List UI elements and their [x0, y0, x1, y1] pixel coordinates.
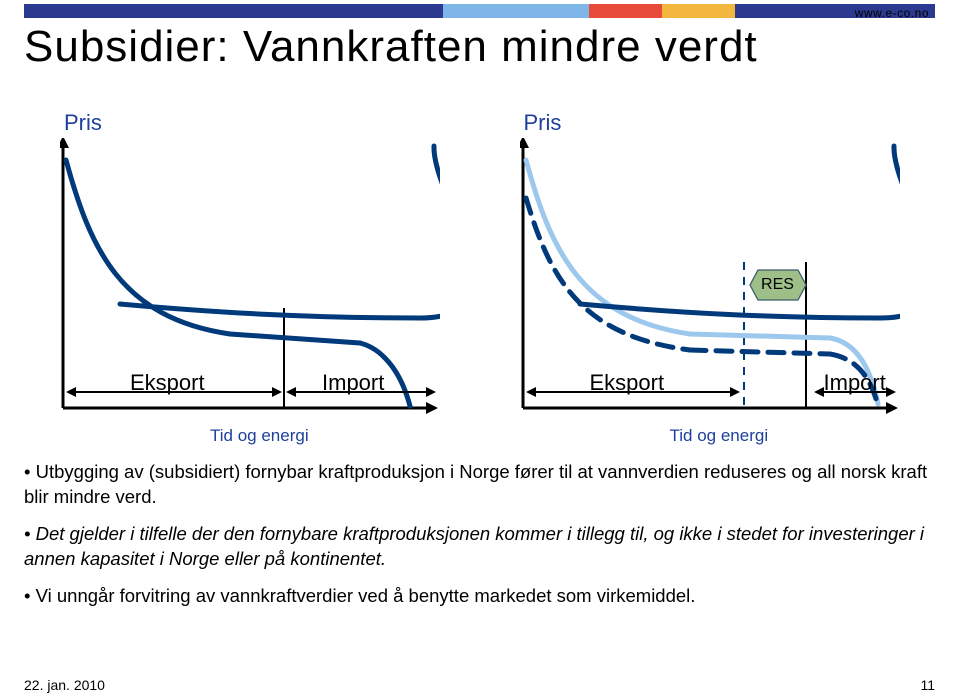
- header-stripe: [24, 4, 935, 18]
- x-axis-label-left: Tid og energi: [210, 426, 309, 446]
- y-axis-label-left: Pris: [64, 110, 460, 136]
- page-title: Subsidier: Vannkraften mindre verdt: [24, 22, 935, 72]
- charts-row: Pris Eksport Import Tid og energi Pris E…: [60, 110, 919, 418]
- bullet-item: • Det gjelder i tilfelle der den fornyba…: [24, 522, 935, 572]
- y-axis-label-right: Pris: [524, 110, 920, 136]
- chart-left: Pris Eksport Import Tid og energi: [60, 110, 460, 418]
- chart-left-box: Eksport Import Tid og energi: [60, 138, 440, 418]
- chart-right: Pris Eksport Import Tid og energi RES: [520, 110, 920, 418]
- footer-page-number: 11: [920, 677, 935, 693]
- footer-date: 22. jan. 2010: [24, 677, 935, 693]
- bullet-item: • Utbygging av (subsidiert) fornybar kra…: [24, 460, 935, 510]
- label-export-left: Eksport: [130, 370, 205, 396]
- bullet-item: • Vi unngår forvitring av vannkraftverdi…: [24, 584, 935, 609]
- res-badge: RES: [748, 268, 808, 302]
- bullet-list: • Utbygging av (subsidiert) fornybar kra…: [24, 460, 935, 621]
- label-export-right: Eksport: [590, 370, 665, 396]
- label-import-right: Import: [824, 370, 886, 396]
- res-badge-label: RES: [761, 276, 794, 294]
- label-import-left: Import: [322, 370, 384, 396]
- x-axis-label-right: Tid og energi: [670, 426, 769, 446]
- corner-url: www.e-co.no: [855, 6, 929, 20]
- chart-right-box: Eksport Import Tid og energi RES: [520, 138, 900, 418]
